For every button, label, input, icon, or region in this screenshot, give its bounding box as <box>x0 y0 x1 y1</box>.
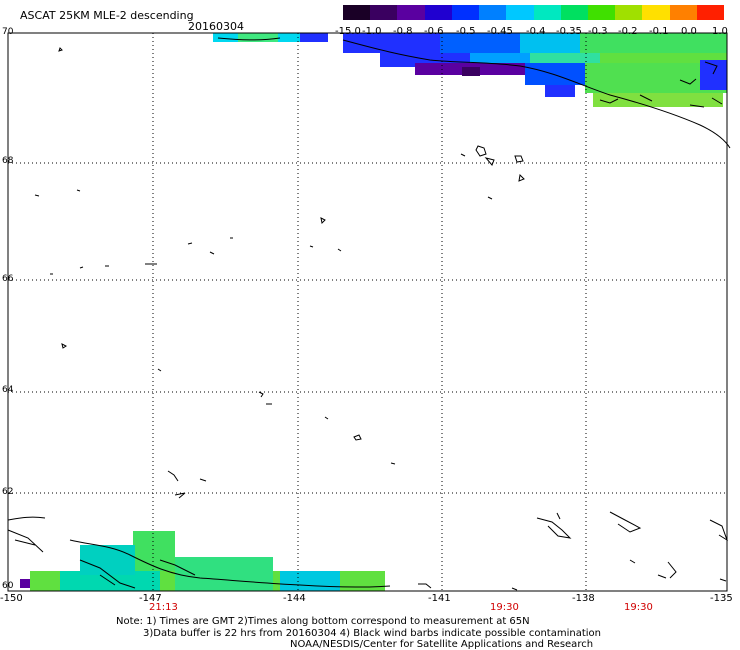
colorbar-ticks: -15.0 -1.0 -0.8 -0.6 -0.5 -0.45 -0.4 -0.… <box>335 27 735 39</box>
note-line-3: NOAA/NESDIS/Center for Satellite Applica… <box>290 639 594 650</box>
lon-label-144: -144 <box>283 593 306 604</box>
colorbar-tick: -0.8 <box>393 26 413 37</box>
lat-label-66: 66 <box>2 274 14 284</box>
colorbar-tick: -15.0 <box>335 26 361 37</box>
colorbar-tick: -0.1 <box>649 26 669 37</box>
lat-label-70: 70 <box>2 27 14 37</box>
map-title: ASCAT 25KM MLE-2 descending <box>20 9 194 22</box>
time-label: 19:30 <box>490 602 519 613</box>
map-date: 20160304 <box>188 20 244 33</box>
colorbar-swatch <box>696 5 725 20</box>
note-line-2: 3)Data buffer is 22 hrs from 20160304 4)… <box>143 628 601 639</box>
colorbar-tick: -0.35 <box>556 26 582 37</box>
lon-label-147: -147 <box>139 593 162 604</box>
colorbar-swatch <box>479 5 507 20</box>
graticule <box>8 33 727 591</box>
colorbar-swatch <box>533 5 561 20</box>
lat-label-68: 68 <box>2 156 14 166</box>
colorbar-swatch <box>424 5 452 20</box>
colorbar-swatch <box>560 5 588 20</box>
colorbar-tick: -0.5 <box>456 26 476 37</box>
colorbar-swatch <box>397 5 425 20</box>
colorbar-swatch <box>506 5 534 20</box>
colorbar-tick: 1.0 <box>712 26 728 37</box>
lat-label-62: 62 <box>2 487 14 497</box>
colorbar-tick: 0.0 <box>681 26 697 37</box>
map-frame <box>7 32 728 592</box>
colorbar-tick: -0.2 <box>618 26 638 37</box>
data-swath-south <box>20 531 385 591</box>
colorbar-tick: -0.3 <box>588 26 608 37</box>
colorbar-swatch <box>343 5 371 20</box>
colorbar-swatch <box>587 5 616 20</box>
colorbar <box>343 5 725 20</box>
note-line-1: Note: 1) Times are GMT 2)Times along bot… <box>116 616 530 627</box>
time-label: 21:13 <box>149 602 178 613</box>
colorbar-tick: -0.45 <box>487 26 513 37</box>
lat-label-60: 60 <box>2 581 14 591</box>
colorbar-tick: -0.4 <box>526 26 546 37</box>
colorbar-swatch <box>669 5 697 20</box>
colorbar-swatch <box>615 5 643 20</box>
colorbar-tick: -0.6 <box>424 26 444 37</box>
lon-label-150: -150 <box>0 593 23 604</box>
lon-label-138: -138 <box>572 593 595 604</box>
colorbar-swatch <box>451 5 480 20</box>
data-swath-north <box>213 33 727 107</box>
lon-label-135: -135 <box>710 593 733 604</box>
coastlines <box>7 37 731 591</box>
colorbar-tick: -1.0 <box>362 26 382 37</box>
lon-label-141: -141 <box>428 593 451 604</box>
lat-label-64: 64 <box>2 385 14 395</box>
colorbar-swatch <box>642 5 670 20</box>
colorbar-swatch <box>370 5 398 20</box>
time-label: 19:30 <box>624 602 653 613</box>
